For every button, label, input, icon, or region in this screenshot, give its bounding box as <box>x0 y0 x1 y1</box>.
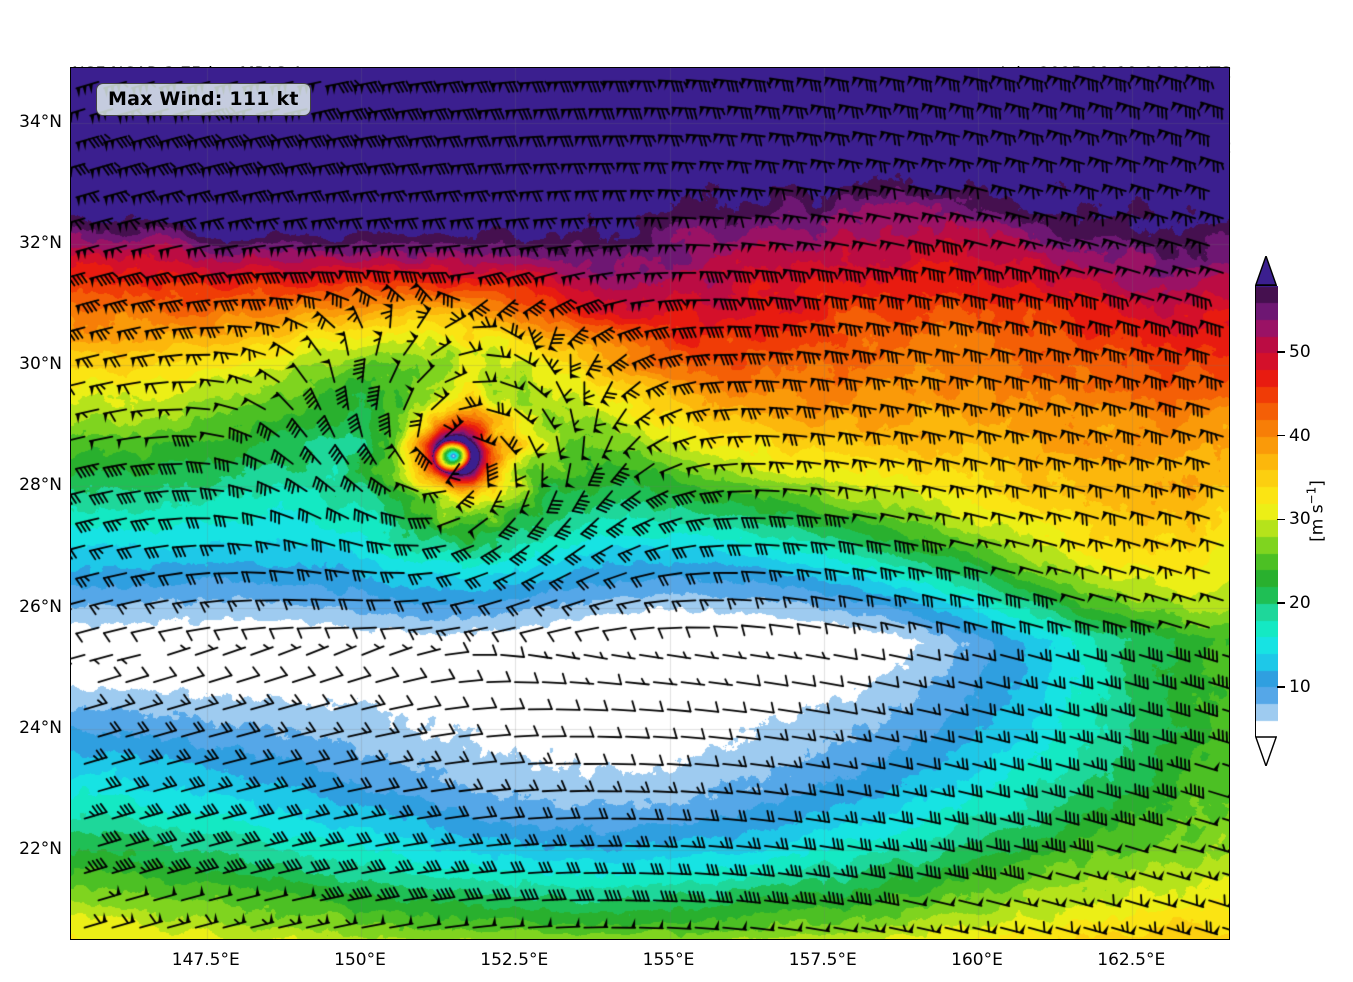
y-axis-tick-label: 26°N <box>19 596 62 617</box>
colorbar-tick-label: 50 <box>1289 341 1311 362</box>
x-axis-tick-mark <box>206 939 207 940</box>
y-axis-tick-mark <box>70 486 71 487</box>
x-axis-tick-mark <box>669 939 670 940</box>
colorbar: 50 40 30 20 10 <box>1255 256 1311 766</box>
colorbar-gradient <box>1255 285 1278 738</box>
x-axis-tick-label: 162.5°E <box>1097 950 1166 970</box>
colorbar-tick-mark <box>1277 518 1285 521</box>
wind-barbs-canvas <box>71 68 1229 939</box>
colorbar-tick-mark <box>1277 351 1285 353</box>
colorbar-canvas <box>1256 286 1278 738</box>
max-wind-badge: Max Wind: 111 kt <box>96 83 311 116</box>
y-axis-tick-mark <box>70 243 71 244</box>
x-axis-tick-label: 160°E <box>951 950 1003 970</box>
y-axis-tick-label: 30°N <box>19 354 62 375</box>
wind-speed-field <box>71 68 1229 939</box>
y-axis-tick-mark <box>70 849 71 850</box>
colorbar-tick-label: 30 <box>1289 509 1311 530</box>
y-axis-tick-label: 32°N <box>19 232 62 253</box>
x-axis-tick-mark <box>1132 939 1133 940</box>
colorbar-over-arrow <box>1255 256 1277 286</box>
x-axis-tick-mark <box>360 939 361 940</box>
colorbar-tick-label: 10 <box>1289 676 1311 697</box>
x-axis-tick-mark <box>977 939 978 940</box>
x-axis-tick-label: 152.5°E <box>480 950 549 970</box>
colorbar-tick-mark <box>1277 434 1285 437</box>
colorbar-unit-label: [m s−1] <box>1304 480 1328 542</box>
colorbar-tick-mark <box>1277 685 1285 688</box>
y-axis-tick-mark <box>70 607 71 608</box>
colorbar-under-arrow <box>1255 736 1277 766</box>
x-axis-tick-label: 150°E <box>334 950 386 970</box>
y-axis-tick-label: 22°N <box>19 839 62 860</box>
map-plot-area: Max Wind: 111 kt <box>70 67 1230 940</box>
y-axis-tick-label: 28°N <box>19 475 62 496</box>
x-axis-tick-label: 147.5°E <box>171 950 240 970</box>
y-axis-tick-label: 24°N <box>19 717 62 738</box>
colorbar-tick-mark <box>1277 602 1285 604</box>
y-axis-tick-mark <box>70 122 71 123</box>
y-axis-tick-mark <box>70 364 71 365</box>
x-axis-tick-mark <box>515 939 516 940</box>
x-axis-tick-mark <box>823 939 824 940</box>
colorbar-tick-label: 20 <box>1289 593 1311 614</box>
colorbar-tick-label: 40 <box>1289 425 1311 446</box>
y-axis-tick-mark <box>70 728 71 729</box>
x-axis-tick-label: 155°E <box>642 950 695 970</box>
y-axis-tick-label: 34°N <box>19 111 62 132</box>
x-axis-tick-label: 157.5°E <box>788 950 857 970</box>
